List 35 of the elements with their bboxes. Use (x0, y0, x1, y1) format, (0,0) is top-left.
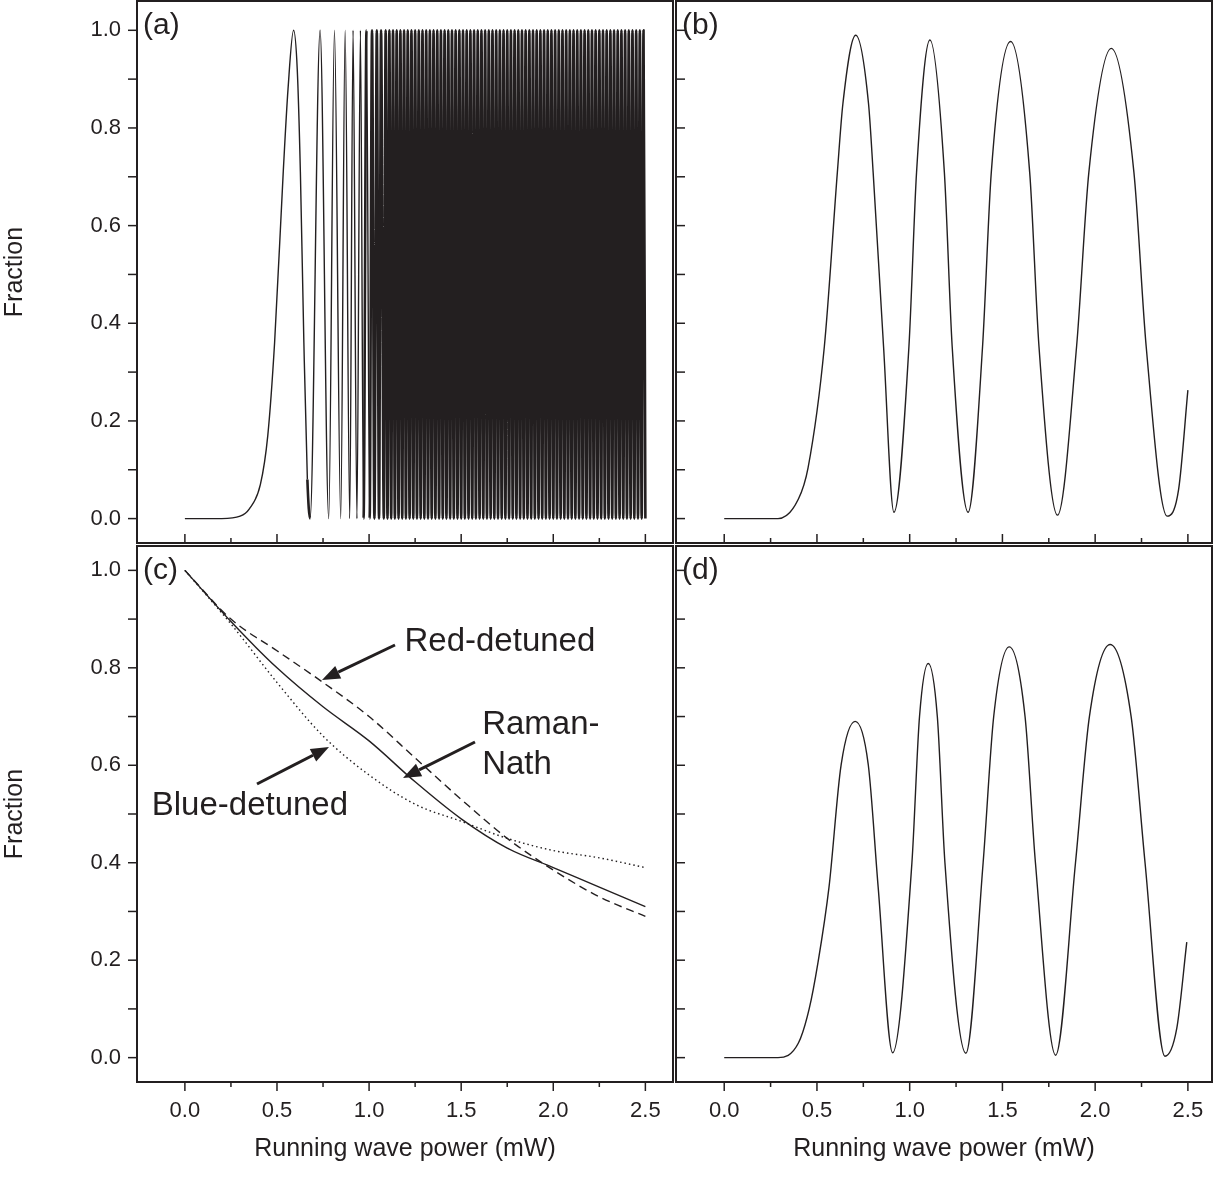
x-tick-label: 0.0 (169, 1097, 201, 1123)
y-tick-label: 0.8 (90, 653, 121, 679)
chart-title: (b) (682, 7, 719, 41)
x-tick-label: 2.0 (537, 1097, 569, 1123)
y-tick-label: 0.8 (90, 114, 121, 140)
y-tick-label: 1.0 (90, 556, 121, 582)
y-tick-label: 0.6 (90, 751, 121, 777)
x-tick-label: 0.5 (801, 1097, 833, 1123)
y-tick-label: 0.0 (90, 1043, 121, 1069)
y-tick-label: 0.2 (90, 946, 121, 972)
x-axis-title: Running wave power (mW) (254, 1132, 556, 1161)
x-tick-label: 1.0 (894, 1097, 925, 1123)
chart-title: (c) (143, 552, 178, 586)
x-tick-label: 2.0 (1079, 1097, 1111, 1123)
y-tick-label: 0.4 (90, 848, 121, 874)
y-axis-title: Fraction (0, 226, 27, 318)
y-axis-title: Fraction (0, 768, 27, 860)
annotation: Red-detuned (404, 620, 596, 658)
chart-title: (a) (143, 7, 180, 41)
y-tick-label: 1.0 (90, 16, 121, 42)
x-tick-label: 0.5 (261, 1097, 293, 1123)
y-tick-label: 0.6 (90, 211, 121, 237)
x-axis-title: Running wave power (mW) (793, 1132, 1095, 1161)
x-tick-label: 1.5 (987, 1097, 1018, 1123)
y-tick-label: 0.0 (90, 504, 121, 530)
annotation: Raman- Nath (482, 704, 600, 782)
y-tick-label: 0.4 (90, 309, 121, 335)
x-tick-label: 1.0 (353, 1097, 385, 1123)
x-tick-label: 2.5 (630, 1097, 661, 1123)
chart-title: (d) (682, 552, 719, 586)
x-tick-label: 2.5 (1172, 1097, 1204, 1123)
x-tick-label: 0.0 (708, 1097, 740, 1123)
x-tick-label: 1.5 (445, 1097, 477, 1123)
y-tick-label: 0.2 (90, 406, 121, 432)
annotation: Blue-detuned (151, 785, 349, 823)
